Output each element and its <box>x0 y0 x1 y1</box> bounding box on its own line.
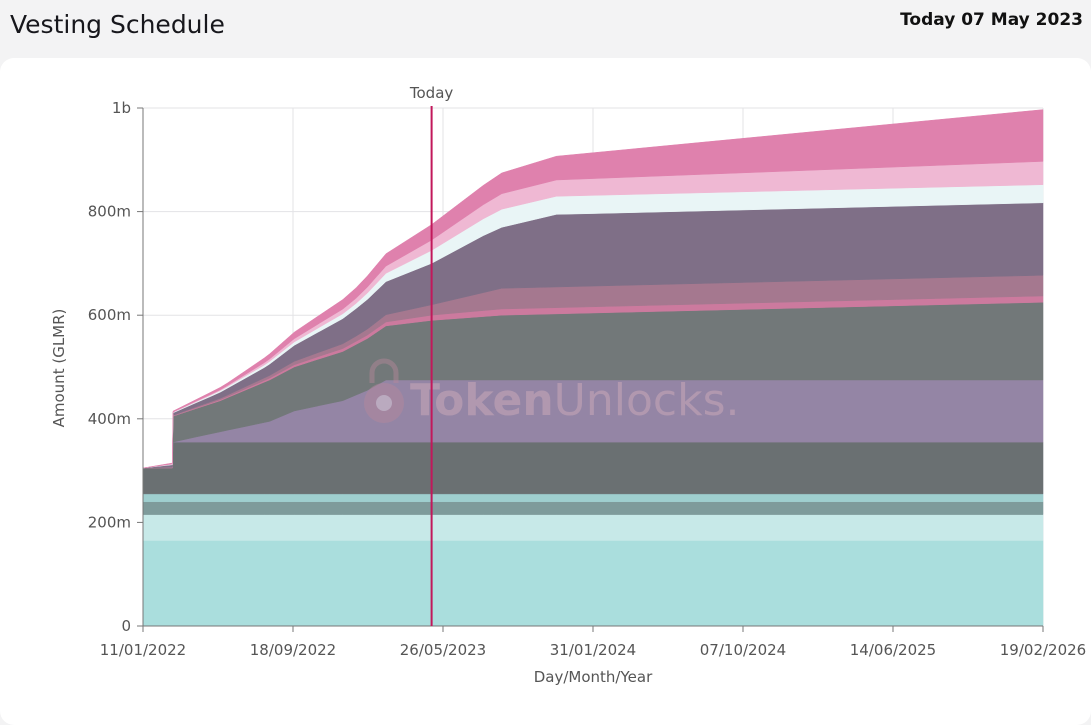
today-marker: Today <box>409 84 454 626</box>
x-tick-label: 26/05/2023 <box>400 641 486 659</box>
y-tick-label: 600m <box>88 306 131 324</box>
y-tick-label: 400m <box>88 410 131 428</box>
watermark: TokenUnlocks. <box>410 375 739 426</box>
x-tick-label: 07/10/2024 <box>700 641 786 659</box>
area-series-13 <box>142 109 1044 469</box>
x-tick-label: 14/06/2025 <box>850 641 936 659</box>
chart-card: TokenUnlocks. 0 200m 400m 600m 800m 1b 11/01/2… <box>0 58 1091 725</box>
page-title: Vesting Schedule <box>10 10 225 39</box>
x-axis-label: Day/Month/Year <box>534 668 653 686</box>
area-series-5 <box>142 441 1044 495</box>
watermark-lock-icon <box>364 358 404 423</box>
area-series-1 <box>142 540 1044 627</box>
watermark-brand-light: Unlocks. <box>554 375 740 426</box>
area-series-4 <box>142 493 1044 502</box>
y-tick-label: 0 <box>121 617 131 635</box>
y-tick-label: 200m <box>88 513 131 531</box>
area-series <box>142 109 1044 627</box>
y-axis-label: Amount (GLMR) <box>50 309 68 428</box>
x-tick-label: 31/01/2024 <box>550 641 636 659</box>
today-label: Today <box>409 84 454 102</box>
y-tick-label: 1b <box>112 99 131 117</box>
y-tick-label: 800m <box>88 203 131 221</box>
x-tick-label: 11/01/2022 <box>100 641 186 659</box>
axes: 0 200m 400m 600m 800m 1b 11/01/2022 18/09/2022 2… <box>88 99 1086 659</box>
x-tick-label: 19/02/2026 <box>1000 641 1086 659</box>
vesting-chart: TokenUnlocks. 0 200m 400m 600m 800m 1b 11/01/2… <box>50 84 1086 686</box>
x-tick-label: 18/09/2022 <box>250 641 336 659</box>
area-series-2 <box>142 514 1044 541</box>
watermark-brand-bold: Token <box>410 375 554 426</box>
today-date: Today 07 May 2023 <box>900 10 1083 30</box>
area-series-3 <box>142 501 1044 515</box>
